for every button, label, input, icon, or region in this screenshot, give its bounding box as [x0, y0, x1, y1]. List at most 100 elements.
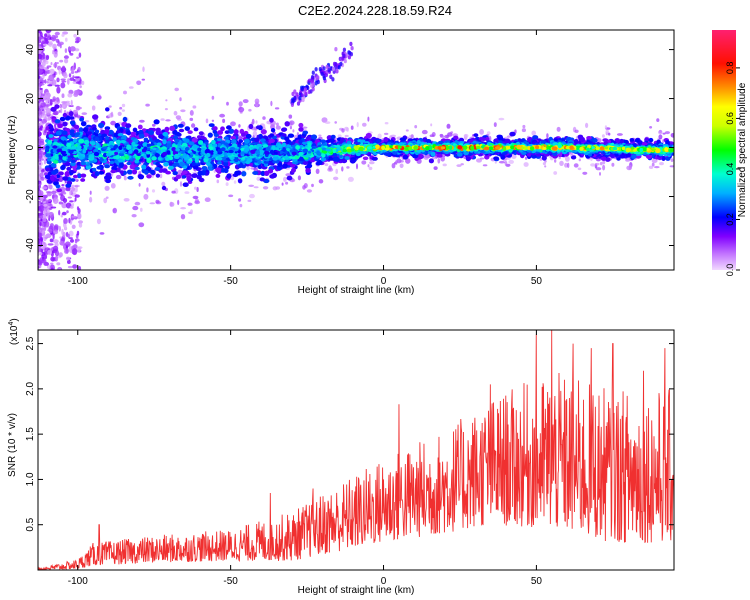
spectrogram-noise-point	[479, 157, 485, 160]
spectrogram-cell	[72, 174, 78, 179]
spectrogram-noise-point	[81, 112, 88, 115]
spectrogram-noise-point	[38, 135, 42, 143]
spectrogram-noise-point	[42, 217, 47, 223]
spectrogram-noise-point	[194, 200, 201, 205]
spectrogram-feature-point	[300, 86, 304, 92]
spectrogram-noise-point	[54, 255, 59, 262]
spectrogram-cell	[298, 139, 303, 144]
spectrogram-cell	[110, 169, 117, 174]
spectrogram-cell	[129, 164, 135, 170]
spectrogram-noise-point	[43, 106, 48, 111]
spectrogram-noise-point	[54, 84, 60, 87]
spectrogram-noise-point	[74, 239, 78, 244]
spectrogram-noise-point	[553, 171, 558, 175]
spectrogram-noise-point	[149, 202, 156, 205]
spectrogram-noise-point	[222, 118, 226, 123]
spectrogram-cell	[96, 165, 102, 170]
spectrogram-noise-point	[531, 130, 536, 136]
spectrogram-noise-point	[67, 92, 73, 98]
spectrogram-noise-point	[504, 161, 508, 165]
spectrogram-cell	[315, 161, 321, 166]
spectrogram-cell	[62, 176, 69, 181]
spectrogram-cell	[137, 124, 143, 130]
spectrogram-noise-point	[192, 105, 197, 109]
spectrogram-noise-point	[444, 134, 449, 139]
spectrogram-noise-point	[161, 181, 166, 187]
spectrogram-noise-point	[52, 112, 58, 115]
spectrogram-noise-point	[63, 73, 68, 79]
spectrogram-noise-point	[110, 111, 114, 118]
spectrogram-feature-point	[350, 46, 354, 51]
spectrogram-noise-point	[318, 134, 322, 137]
spectrogram-noise-point	[651, 162, 655, 167]
spectrogram-cell	[132, 127, 138, 133]
spectrogram-noise-point	[72, 109, 79, 115]
spectrogram-cell	[68, 111, 74, 117]
spectrogram-noise-point	[574, 129, 579, 133]
spectrogram-noise-point	[494, 161, 497, 164]
spectrogram-noise-point	[604, 125, 608, 130]
spectrogram-cell	[56, 188, 63, 193]
spectrogram-noise-point	[40, 236, 43, 242]
spectrogram-noise-point	[335, 168, 339, 174]
spectrogram-noise-point	[38, 129, 41, 134]
spectrogram-cell	[509, 131, 516, 137]
spectrogram-cell	[164, 126, 170, 132]
spectrogram-noise-point	[66, 256, 71, 261]
spectrogram-noise-point	[143, 193, 149, 200]
spectrogram-noise-point	[347, 176, 354, 182]
spectrogram-noise-point	[77, 212, 82, 220]
spectrogram-noise-point	[136, 80, 142, 86]
spectrogram-feature-point	[315, 76, 319, 81]
spectrogram-cell	[252, 171, 259, 175]
spectrogram-noise-point	[421, 129, 428, 135]
spectrogram-noise-point	[205, 118, 209, 124]
spectrogram-cell	[62, 121, 68, 127]
spectrogram-noise-point	[59, 59, 64, 63]
spectrogram-noise-point	[38, 217, 41, 221]
spectrogram-noise-point	[151, 189, 156, 193]
spectrogram-cell	[665, 156, 671, 161]
spectrogram-noise-point	[58, 209, 61, 216]
spectrogram-noise-point	[77, 265, 82, 270]
spectrogram-cell	[226, 173, 232, 179]
spectrogram-noise-point	[333, 176, 339, 181]
spectrogram-noise-point	[67, 78, 70, 85]
spectrogram-noise-point	[546, 133, 549, 139]
spectrogram-noise-point	[48, 207, 52, 210]
spectrogram-noise-point	[274, 107, 280, 110]
spectrogram-noise-point	[47, 116, 51, 122]
spectrogram-cell	[634, 138, 640, 143]
spectrogram-noise-point	[433, 166, 438, 171]
spectrogram-noise-point	[67, 233, 70, 239]
spectrogram-noise-point	[187, 202, 193, 206]
spectrogram-noise-point	[334, 121, 338, 124]
spectrogram-feature-point	[314, 67, 318, 72]
spectrogram-cell	[281, 127, 288, 132]
spectrogram-noise-point	[52, 49, 55, 53]
spectrogram-noise-point	[190, 209, 193, 215]
spectrogram-noise-point	[38, 245, 41, 253]
spectrogram-noise-point	[44, 60, 49, 65]
spectrogram-cell	[59, 116, 66, 122]
spectrogram-noise-point	[38, 74, 41, 80]
spectrogram-cell	[286, 175, 293, 181]
spectrogram-noise-point	[62, 31, 69, 35]
spectrogram-noise-point	[119, 106, 123, 110]
spectrogram-feature-point	[348, 50, 352, 56]
spectrogram-cell	[186, 176, 192, 182]
spectrogram-noise-point	[69, 189, 72, 196]
spectrogram-noise-point	[567, 162, 570, 168]
spectrogram-noise-point	[46, 80, 49, 84]
spectrogram-noise-point	[275, 125, 281, 130]
spectrogram-noise-point	[248, 184, 255, 187]
spectrogram-noise-point	[556, 126, 561, 132]
spectrogram-cell	[269, 133, 275, 138]
spectrogram-cell	[65, 183, 72, 188]
spectrogram-cell	[269, 174, 276, 179]
spectrogram-noise-point	[384, 132, 389, 135]
spectrogram-cell	[212, 129, 218, 134]
spectrogram-noise-point	[311, 183, 314, 188]
spectrogram-noise-point	[60, 78, 66, 81]
spectrogram-noise-point	[44, 37, 49, 42]
